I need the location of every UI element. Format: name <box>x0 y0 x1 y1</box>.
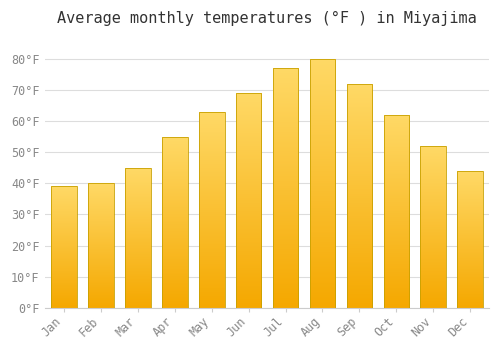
Bar <box>162 137 188 308</box>
Bar <box>236 93 262 308</box>
Bar <box>124 168 150 308</box>
Bar <box>50 187 76 308</box>
Bar <box>88 183 114 308</box>
Bar <box>458 171 483 308</box>
Title: Average monthly temperatures (°F ) in Miyajima: Average monthly temperatures (°F ) in Mi… <box>57 11 477 26</box>
Bar <box>272 68 298 308</box>
Bar <box>198 112 224 308</box>
Bar <box>420 146 446 308</box>
Bar <box>346 84 372 308</box>
Bar <box>384 115 409 308</box>
Bar <box>310 59 336 308</box>
